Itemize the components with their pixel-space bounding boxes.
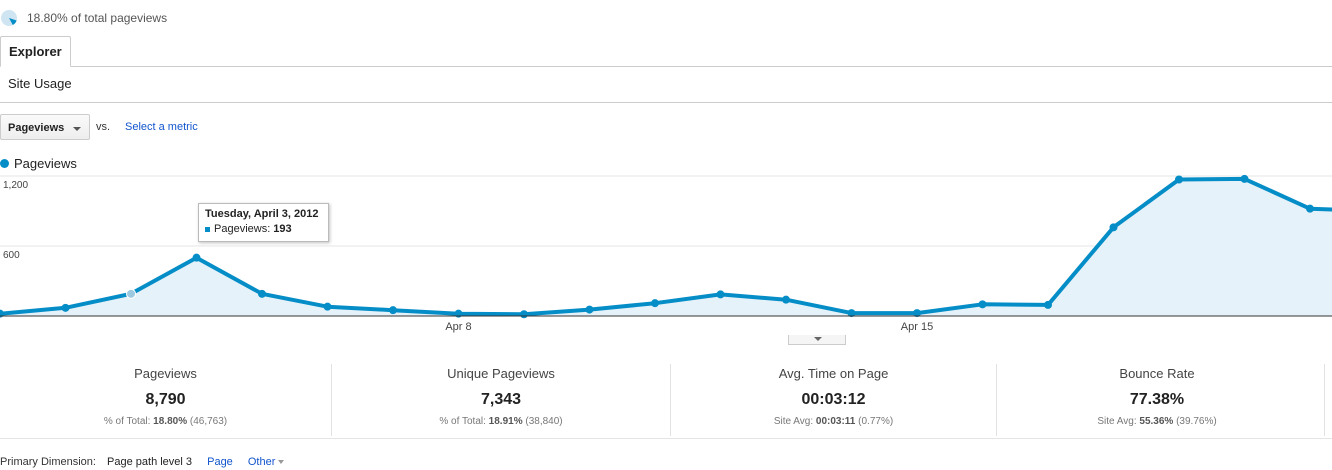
scorecard-sub: % of Total: 18.80% (46,763) [103, 416, 228, 427]
data-point[interactable] [323, 302, 332, 311]
primary-dimension-label: Primary Dimension: [0, 456, 96, 468]
tooltip-metric-label: Pageviews: [214, 223, 271, 235]
chart-area-fill [0, 178, 1332, 316]
chart-collapse-toggle[interactable] [788, 335, 846, 345]
scorecard-pageviews[interactable]: Pageviews 8,790 % of Total: 18.80% (46,7… [0, 360, 331, 436]
tooltip-swatch [205, 226, 210, 232]
divider [670, 364, 671, 436]
summary-scorecards: Pageviews 8,790 % of Total: 18.80% (46,7… [0, 360, 1332, 439]
chevron-down-icon [73, 127, 81, 131]
data-point[interactable] [1175, 175, 1183, 184]
scorecard-label: Unique Pageviews [447, 366, 555, 381]
scorecard-bounce-rate[interactable]: Bounce Rate 77.38% Site Avg: 55.36% (39.… [997, 360, 1317, 436]
scorecard-value: 77.38% [1129, 391, 1185, 408]
primary-dimension-bar: Primary Dimension: Page path level 3 Pag… [0, 456, 285, 468]
data-point[interactable] [847, 309, 856, 318]
subtab-site-usage[interactable]: Site Usage [8, 76, 72, 91]
scorecard-sub: % of Total: 18.91% (38,840) [439, 416, 563, 427]
chart-legend: Pageviews [0, 156, 77, 171]
tooltip-metric-row: Pageviews: 193 [205, 223, 322, 235]
scorecard-label: Avg. Time on Page [778, 366, 889, 381]
data-point[interactable] [651, 299, 659, 308]
x-tick-label: Apr 8 [445, 321, 471, 333]
data-point[interactable] [913, 309, 921, 318]
divider [996, 364, 997, 436]
y-tick-label: 1,200 [3, 180, 28, 191]
data-point[interactable] [978, 300, 987, 309]
metric-dropdown[interactable]: Pageviews [0, 114, 90, 140]
data-point[interactable] [585, 305, 594, 314]
scorecard-label: Pageviews [134, 366, 197, 381]
scorecard-sub: Site Avg: 55.36% (39.76%) [1097, 416, 1217, 427]
tab-explorer[interactable]: Explorer [0, 36, 71, 67]
chevron-down-icon [278, 460, 285, 465]
dimension-current: Page path level 3 [107, 456, 193, 468]
data-point[interactable] [192, 253, 201, 262]
data-point[interactable] [1044, 300, 1052, 309]
vs-label: vs. [96, 121, 111, 133]
dimension-option-other[interactable]: Other [248, 456, 285, 468]
tooltip-metric-value: 193 [273, 223, 292, 235]
scorecard-value: 7,343 [480, 391, 522, 408]
select-metric-link[interactable]: Select a metric [125, 121, 198, 133]
data-point[interactable] [258, 289, 266, 298]
dimension-option-page[interactable]: Page [207, 456, 233, 468]
tooltip-date: Tuesday, April 3, 2012 [205, 208, 319, 220]
total-pageviews-indicator: 18.80% of total pageviews [0, 6, 167, 30]
scorecard-avg-time-on-page[interactable]: Avg. Time on Page 00:03:12 Site Avg: 00:… [671, 360, 996, 436]
scorecard-label: Bounce Rate [1119, 366, 1195, 381]
chevron-down-icon [814, 337, 822, 341]
divider [331, 364, 332, 436]
pie-chart-icon [1, 10, 17, 26]
scorecard-unique-pageviews[interactable]: Unique Pageviews 7,343 % of Total: 18.91… [332, 360, 670, 436]
pageviews-chart[interactable]: 1,200 600 Apr 8 Apr 15 [0, 170, 1332, 336]
data-point[interactable] [1109, 223, 1118, 232]
data-point[interactable] [520, 310, 528, 319]
divider [0, 102, 1332, 103]
metric-dropdown-label: Pageviews [8, 122, 65, 134]
scorecard-sub: Site Avg: 00:03:11 (0.77%) [773, 416, 894, 427]
data-point[interactable] [61, 303, 70, 312]
scorecard-value: 00:03:12 [801, 391, 866, 408]
legend-dot-icon [0, 159, 9, 168]
report-tabbar: Explorer [0, 36, 1332, 67]
divider [1324, 364, 1325, 436]
chart-tooltip: Tuesday, April 3, 2012 Pageviews: 193 [198, 203, 329, 242]
percent-of-total-text: 18.80% of total pageviews [27, 11, 168, 25]
data-point[interactable] [782, 295, 790, 304]
x-tick-label: Apr 15 [901, 321, 933, 333]
data-point[interactable] [1240, 174, 1249, 183]
y-tick-label: 600 [3, 250, 20, 261]
data-point[interactable] [1306, 204, 1314, 213]
data-point[interactable] [716, 290, 725, 299]
legend-label: Pageviews [14, 156, 77, 171]
data-point[interactable] [126, 288, 136, 299]
data-point[interactable] [389, 306, 397, 315]
chart-series-line [0, 176, 1332, 317]
scorecard-value: 8,790 [145, 391, 186, 408]
